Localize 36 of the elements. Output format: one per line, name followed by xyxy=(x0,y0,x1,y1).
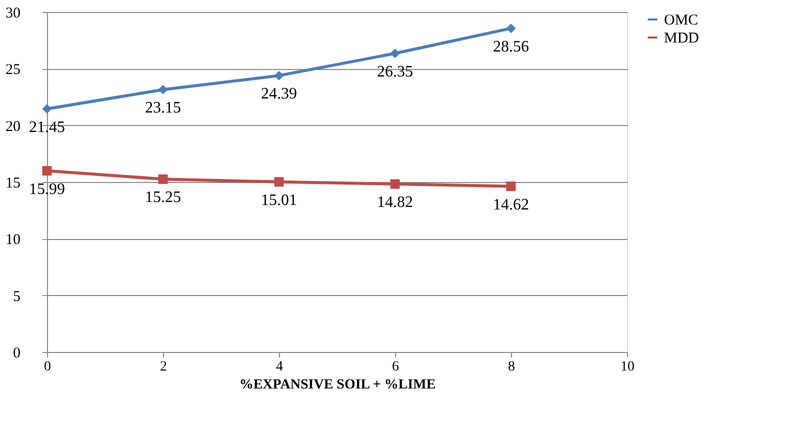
y-tick-label: 0 xyxy=(13,346,20,362)
data-label: 28.56 xyxy=(493,38,529,56)
data-label: 15.01 xyxy=(261,192,297,209)
x-tick-label: 4 xyxy=(276,360,283,374)
point xyxy=(158,84,168,94)
data-label: 15.25 xyxy=(145,189,181,206)
data-label: 14.62 xyxy=(493,196,529,214)
point xyxy=(506,182,516,192)
y-tick-label: 30 xyxy=(6,6,20,22)
y-tick-label: 15 xyxy=(6,176,20,192)
x-axis-title: %EXPANSIVE SOIL + %LIME xyxy=(239,378,436,392)
data-label: 24.39 xyxy=(261,86,297,103)
y-tick-label: 10 xyxy=(6,232,20,248)
legend-label: OMC xyxy=(664,12,698,28)
data-label: 15.99 xyxy=(29,180,65,198)
data-label: 23.15 xyxy=(145,100,181,117)
point xyxy=(274,177,284,187)
x-tick-label: 10 xyxy=(620,360,634,374)
point xyxy=(158,174,168,184)
x-tick-label: 6 xyxy=(392,360,399,374)
point xyxy=(506,24,516,34)
data-label: 26.35 xyxy=(377,63,413,80)
data-label: 14.82 xyxy=(377,194,413,212)
y-tick-label: 25 xyxy=(6,62,20,78)
y-tick-label: 5 xyxy=(13,288,20,305)
point xyxy=(42,166,52,176)
x-tick-label: 0 xyxy=(44,360,51,374)
point xyxy=(274,70,284,80)
legend-label: MDD xyxy=(664,30,700,46)
data-label: 21.45 xyxy=(29,118,65,136)
point xyxy=(390,179,400,189)
y-tick-label: 20 xyxy=(6,118,20,135)
point xyxy=(390,48,400,58)
x-tick-label: 8 xyxy=(508,360,515,374)
point xyxy=(42,104,52,114)
x-tick-label: 2 xyxy=(160,360,167,374)
